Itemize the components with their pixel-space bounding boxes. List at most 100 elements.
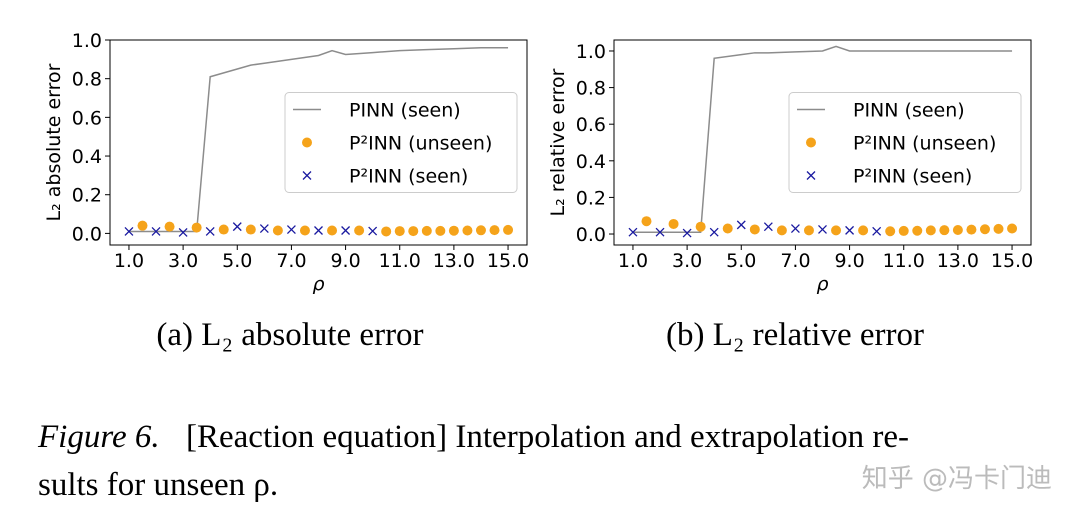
- y-axis-label: L₂ relative error: [547, 68, 569, 216]
- x-tick-label: 15.0: [991, 250, 1033, 272]
- data-point: [872, 226, 882, 236]
- x-tick-label: 13.0: [433, 250, 475, 272]
- data-point: [259, 224, 269, 234]
- y-tick-label: 0.6: [72, 107, 102, 129]
- x-tick-label: 3.0: [672, 250, 702, 272]
- data-point: [341, 226, 351, 235]
- data-point: [394, 226, 405, 237]
- y-tick-label: 0.4: [72, 146, 102, 168]
- x-axis-label: ρ: [816, 273, 828, 295]
- data-point: [763, 222, 773, 232]
- x-tick-label: 7.0: [276, 250, 306, 272]
- caption-line: [Reaction equation] Interpolation and ex…: [186, 419, 909, 455]
- data-line: [128, 46, 509, 233]
- data-point: [831, 225, 842, 236]
- data-point: [709, 227, 719, 237]
- x-tick-label: 15.0: [487, 250, 529, 272]
- data-point: [979, 224, 990, 235]
- data-point: [368, 226, 378, 236]
- data-point: [489, 225, 500, 236]
- y-tick-label: 0.6: [576, 114, 606, 136]
- data-point: [641, 216, 652, 227]
- x-tick-label: 7.0: [780, 250, 810, 272]
- data-point: [124, 227, 134, 236]
- y-tick-label: 0.8: [576, 78, 606, 100]
- y-tick-label: 0.2: [576, 187, 606, 209]
- data-point: [299, 225, 310, 236]
- x-tick-label: 5.0: [222, 250, 252, 272]
- legend-box: [788, 92, 1022, 193]
- data-point: [858, 225, 869, 236]
- data-point: [327, 225, 338, 236]
- legend-swatch: [302, 171, 312, 180]
- data-point: [178, 227, 188, 237]
- data-point: [736, 220, 746, 230]
- data-point: [682, 228, 692, 238]
- data-point: [354, 225, 365, 236]
- data-point: [218, 224, 229, 235]
- axes-frame: [109, 39, 528, 246]
- data-point: [722, 223, 733, 234]
- data-point: [1007, 223, 1018, 234]
- data-point: [845, 225, 855, 235]
- data-point: [993, 223, 1004, 234]
- x-tick-label: 1.0: [618, 250, 648, 272]
- legend-label: PINN (seen): [349, 100, 461, 122]
- y-tick-label: 0.2: [72, 185, 102, 207]
- data-point: [205, 227, 215, 236]
- x-tick-label: 5.0: [726, 250, 756, 272]
- data-point: [898, 225, 909, 236]
- data-point: [818, 224, 827, 234]
- y-tick-label: 1.0: [576, 41, 606, 63]
- data-point: [790, 224, 800, 233]
- data-point: [925, 225, 936, 236]
- data-point: [475, 225, 486, 236]
- data-point: [245, 224, 256, 235]
- y-tick-label: 1.0: [72, 30, 102, 52]
- subcaption: (b) L₂ relative error: [666, 317, 924, 353]
- legend-swatch: [302, 137, 312, 148]
- data-point: [314, 226, 323, 235]
- data-point: [939, 225, 950, 236]
- legend-label: P²INN (seen): [853, 166, 972, 188]
- data-point: [164, 221, 175, 232]
- y-tick-label: 0.8: [72, 69, 102, 91]
- legend-box: [284, 92, 518, 193]
- data-point: [151, 227, 161, 236]
- x-tick-label: 11.0: [379, 250, 421, 272]
- data-point: [885, 226, 896, 237]
- x-tick-label: 9.0: [330, 250, 360, 272]
- data-point: [137, 220, 148, 231]
- data-point: [381, 226, 392, 237]
- legend-label: PINN (seen): [853, 100, 965, 122]
- y-tick-label: 0.4: [576, 151, 606, 173]
- data-point: [668, 218, 679, 229]
- data-point: [749, 224, 760, 235]
- y-tick-label: 0.0: [576, 224, 606, 246]
- x-tick-label: 1.0: [114, 250, 144, 272]
- legend-label: P²INN (unseen): [853, 133, 996, 155]
- subcaption: (a) L₂ absolute error: [156, 317, 423, 353]
- data-point: [232, 222, 242, 232]
- x-tick-label: 11.0: [883, 250, 925, 272]
- data-point: [966, 224, 977, 235]
- legend-swatch: [806, 137, 816, 148]
- data-point: [435, 225, 446, 236]
- data-point: [952, 224, 963, 235]
- caption-line: sults for unseen ρ.: [38, 467, 278, 503]
- data-point: [503, 224, 514, 235]
- legend-label: P²INN (seen): [349, 166, 468, 188]
- data-point: [803, 225, 814, 236]
- data-line: [632, 45, 1013, 233]
- x-tick-label: 13.0: [937, 250, 979, 272]
- data-point: [695, 221, 706, 232]
- x-tick-label: 9.0: [834, 250, 864, 272]
- data-point: [408, 226, 419, 237]
- x-tick-label: 3.0: [168, 250, 198, 272]
- data-point: [462, 225, 473, 236]
- axes-frame: [613, 39, 1032, 246]
- data-point: [421, 225, 432, 236]
- data-point: [448, 225, 459, 236]
- watermark: 知乎 @冯卡门迪: [862, 464, 1052, 494]
